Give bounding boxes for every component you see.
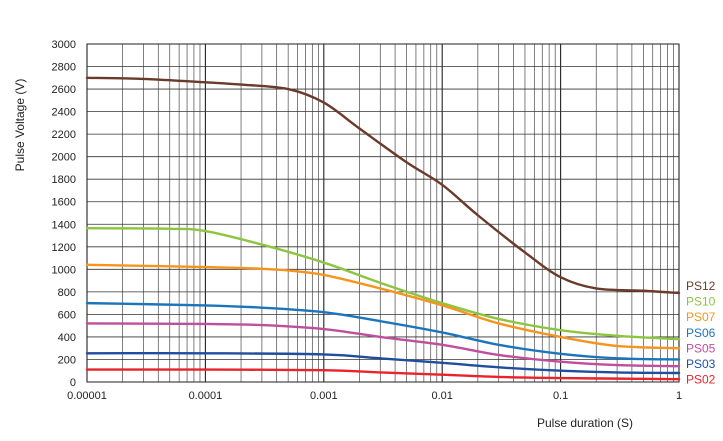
y-tick-label: 3000 <box>52 39 76 51</box>
series-label-ps05: PS05 <box>686 341 716 355</box>
series-line-ps07 <box>85 263 681 350</box>
y-tick-label: 2600 <box>52 84 76 96</box>
x-tick-label: 0.1 <box>553 390 568 402</box>
minor-grid <box>122 44 674 382</box>
series-layer <box>85 76 681 381</box>
major-grid <box>86 43 680 383</box>
x-tick-labels: 0.00001 0.0001 0.001 0.01 0.1 1 <box>67 390 682 402</box>
series-label-ps07: PS07 <box>686 310 716 324</box>
series-line-ps05 <box>85 322 681 368</box>
series-label-ps03: PS03 <box>686 357 716 371</box>
series-line-ps10 <box>85 227 681 341</box>
y-tick-label: 1800 <box>52 174 76 186</box>
y-tick-label: 800 <box>58 287 76 299</box>
series-line-ps02 <box>85 368 681 381</box>
y-tick-label: 1400 <box>52 219 76 231</box>
series-label-ps02: PS02 <box>686 373 716 387</box>
x-tick-label: 0.01 <box>431 390 452 402</box>
x-tick-label: 0.001 <box>310 390 338 402</box>
series-line-ps12 <box>85 76 681 295</box>
x-tick-label: 0.00001 <box>67 390 107 402</box>
series-label-ps06: PS06 <box>686 326 716 340</box>
y-tick-label: 1000 <box>52 264 76 276</box>
y-axis-title: Pulse Voltage (V) <box>13 79 27 172</box>
x-axis-title: Pulse duration (S) <box>537 416 633 430</box>
x-tick-label: 1 <box>676 390 682 402</box>
series-line-ps03 <box>85 351 681 375</box>
y-tick-label: 400 <box>58 332 76 344</box>
y-tick-label: 2200 <box>52 129 76 141</box>
y-tick-label: 200 <box>58 354 76 366</box>
y-tick-label: 0 <box>70 377 76 389</box>
y-tick-label: 2400 <box>52 107 76 119</box>
y-tick-label: 2000 <box>52 152 76 164</box>
y-tick-label: 600 <box>58 309 76 321</box>
y-tick-labels: 0 200 400 600 800 1000 1200 1400 1600 1800 2000 220… <box>52 39 76 389</box>
y-tick-label: 1600 <box>52 197 76 209</box>
series-line-ps06 <box>85 301 681 361</box>
series-label-ps12: PS12 <box>686 279 716 293</box>
series-label-ps10: PS10 <box>686 295 716 309</box>
y-tick-label: 1200 <box>52 242 76 254</box>
x-tick-label: 0.0001 <box>189 390 223 402</box>
y-tick-label: 2800 <box>52 62 76 74</box>
plot-frame <box>86 43 680 383</box>
